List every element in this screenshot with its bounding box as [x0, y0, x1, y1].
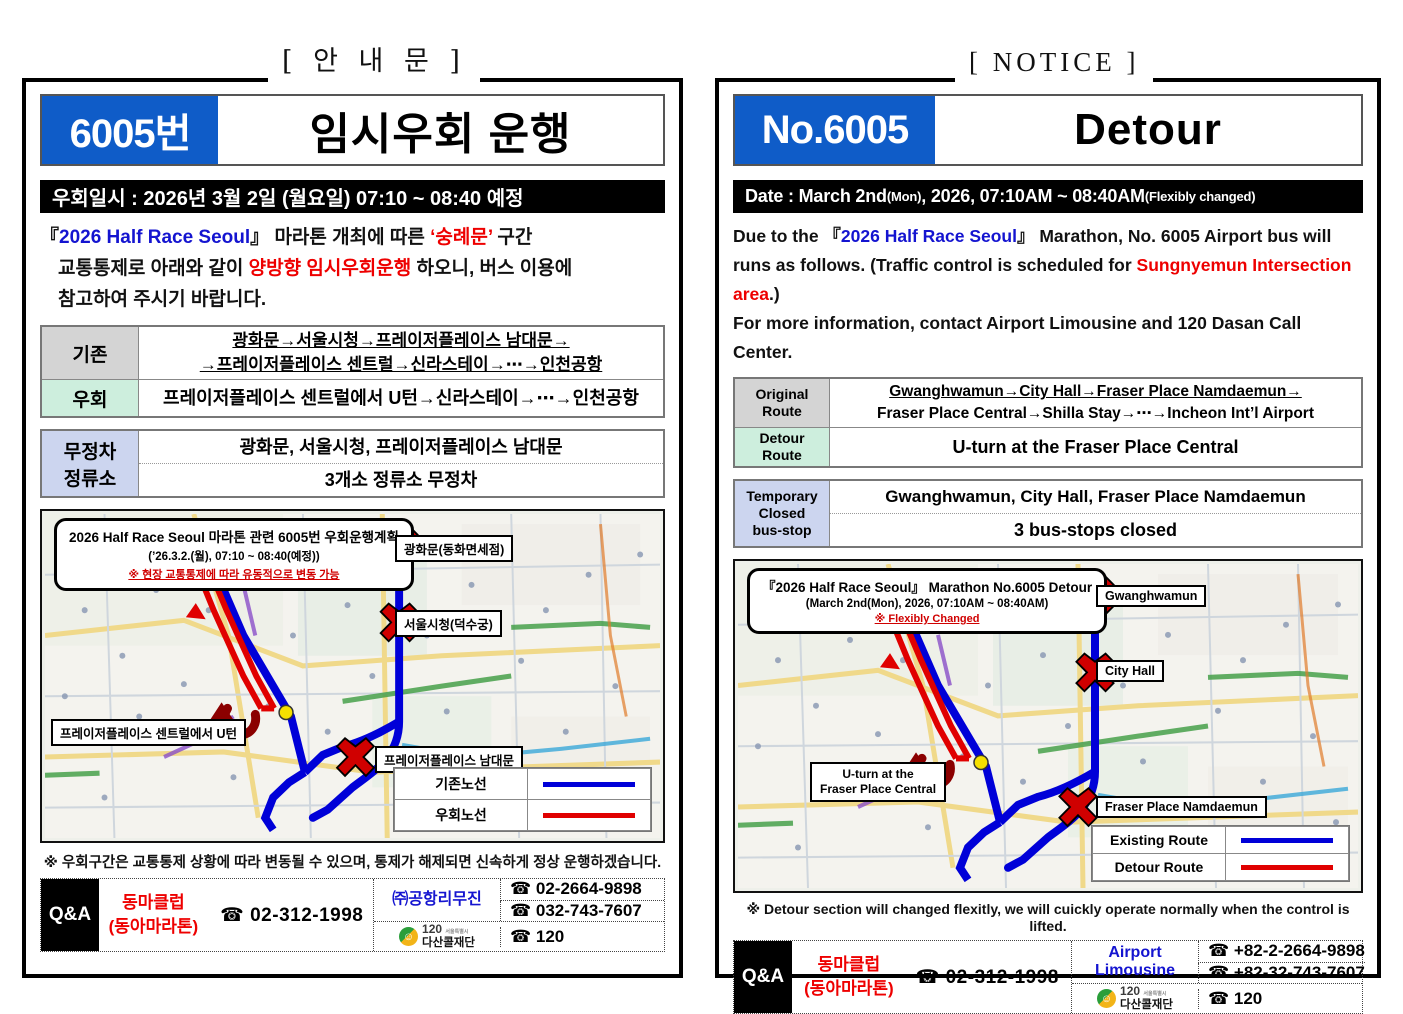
route-table-korean: 기존 광화문→서울시청→프레이저플레이스 남대문→ →프레이저플레이스 센트럴→… — [40, 325, 665, 418]
row-label-existing: 기존 — [40, 325, 139, 380]
table-row: Temporary Closed bus-stop Gwanghwamun, C… — [733, 479, 1363, 548]
dasan-logo: ☺ 120 서울특별시 다산콜재단 — [1072, 984, 1198, 1013]
row-value-original-route: Gwanghwamun→City Hall→Fraser Place Namda… — [829, 377, 1363, 428]
row-value-detour: 프레이저플레이스 센트럴에서 U턴→신라스테이→⋯→인천공항 — [138, 379, 665, 418]
notice-page: [ 안 내 문 ] 6005번 임시우회 운행 우회일시 : 2026년 3월 … — [22, 42, 1381, 1014]
club-name-english: 동마클럽 (동아마라톤) — [804, 955, 894, 998]
headline-bar-english: No.6005 Detour — [733, 94, 1363, 166]
row-value-detour-route: U-turn at the Fraser Place Central — [829, 427, 1363, 468]
agency-row-limousine: Airport Limousine ☎ +82-2-2664-9898 ☎ +8… — [1072, 941, 1365, 984]
route-map-english[interactable]: 『2026 Half Race Seoul』 Marathon No.6005 … — [733, 559, 1363, 893]
footnote-english: ※ Detour section will changed flexitly, … — [746, 901, 1350, 934]
headline-bar-korean: 6005번 임시우회 운행 — [40, 94, 665, 166]
agency-row-limousine: ㈜공항리무진 ☎ 02-2664-9898 ☎ 032-743-7607 — [374, 879, 664, 922]
club-contact-korean: 동마클럽 (동아마라톤) ☎ 02-312-1998 — [99, 879, 374, 951]
route-table-english: Original Route Gwanghwamun→City Hall→Fra… — [733, 377, 1363, 468]
limousine-brand-korean: ㈜공항리무진 — [392, 891, 482, 908]
limousine-phone-2: ☎ 032-743-7607 — [500, 900, 664, 921]
row-value-closed-stops: 광화문, 서울시청, 프레이저플레이스 남대문 3개소 정류소 무정차 — [138, 429, 665, 498]
map-callout-english: 『2026 Half Race Seoul』 Marathon No.6005 … — [747, 568, 1108, 634]
club-phone-english: ☎ 02-312-1998 — [915, 966, 1059, 988]
dasan-phone: ☎ 120 — [500, 926, 664, 947]
row-value-existing: 광화문→서울시청→프레이저플레이스 남대문→ →프레이저플레이스 센트럴→신라스… — [138, 325, 665, 380]
bus-number-badge-english: No.6005 — [735, 96, 935, 164]
map-legend-english: Existing Route Detour Route — [1091, 825, 1350, 882]
row-label-detour: 우회 — [40, 379, 139, 418]
panel-title-korean: [ 안 내 문 ] — [268, 42, 480, 82]
legend-label-detour: Detour Route — [1092, 853, 1226, 881]
map-label-cityhall: 서울시청(덕수궁) — [395, 610, 502, 637]
legend-swatch-existing — [527, 768, 651, 800]
row-label-detour-route: Detour Route — [733, 427, 830, 468]
map-legend-korean: 기존노선 우회노선 — [393, 767, 652, 832]
legend-swatch-detour — [1225, 853, 1349, 881]
agency-contacts-korean: ㈜공항리무진 ☎ 02-2664-9898 ☎ 032-743-7607 — [374, 879, 664, 951]
table-row: 기존 광화문→서울시청→프레이저플레이스 남대문→ →프레이저플레이스 센트럴→… — [40, 325, 665, 380]
map-label-gwanghwamun: 광화문(동화면세점) — [395, 535, 514, 562]
legend-row: 우회노선 — [394, 799, 651, 831]
limousine-phone-2: ☎ +82-32-743-7607 — [1198, 962, 1365, 983]
row-label-closed-stops: 무정차 정류소 — [40, 429, 139, 498]
qa-badge-english: Q&A — [734, 941, 792, 1013]
legend-label-detour: 우회노선 — [394, 799, 528, 831]
limousine-phone-1: ☎ +82-2-2664-9898 — [1198, 941, 1365, 962]
map-label-gwanghwamun: Gwanghwamun — [1096, 585, 1207, 607]
headline-title-korean: 임시우회 운행 — [309, 110, 572, 159]
legend-swatch-existing — [1225, 826, 1349, 854]
qa-badge-korean: Q&A — [41, 879, 99, 951]
closed-stops-table-english: Temporary Closed bus-stop Gwanghwamun, C… — [733, 479, 1363, 548]
footnote-korean: ※ 우회구간은 교통통제 상황에 따라 변동될 수 있으며, 통제가 해제되면 … — [43, 855, 662, 871]
headline-title-english: Detour — [1074, 105, 1222, 154]
date-bar-korean: 우회일시 : 2026년 3월 2일 (월요일) 07:10 ~ 08:40 예… — [40, 180, 665, 213]
legend-row: Detour Route — [1092, 853, 1349, 881]
map-label-namdaemun: Fraser Place Namdaemun — [1096, 796, 1267, 818]
legend-label-existing: 기존노선 — [394, 768, 528, 800]
contact-footer-korean: Q&A 동마클럽 (동아마라톤) ☎ 02-312-1998 ㈜공항리무진 ☎ … — [40, 878, 665, 952]
intro-paragraph-korean: 『2026 Half Race Seoul』 마라톤 개최에 따른 ‘숭례문’ … — [40, 227, 573, 310]
agency-contacts-english: Airport Limousine ☎ +82-2-2664-9898 ☎ +8… — [1072, 941, 1365, 1013]
club-contact-english: 동마클럽 (동아마라톤) ☎ 02-312-1998 — [792, 941, 1072, 1013]
map-canvas: 『2026 Half Race Seoul』 Marathon No.6005 … — [738, 564, 1358, 888]
agency-row-dasan: ☺ 120 서울특별시 다산콜재단 ☎ 120 — [1072, 984, 1362, 1013]
limousine-phone-1: ☎ 02-2664-9898 — [500, 879, 664, 900]
closed-stops-table-korean: 무정차 정류소 광화문, 서울시청, 프레이저플레이스 남대문 3개소 정류소 … — [40, 429, 665, 498]
map-label-uturn: U-turn at the Fraser Place Central — [810, 762, 947, 802]
club-name-korean: 동마클럽 (동아마라톤) — [108, 893, 199, 936]
dasan-logo: ☺ 120 서울특별시 다산콜재단 — [374, 922, 500, 951]
map-label-uturn: 프레이저플레이스 센트럴에서 U턴 — [51, 719, 246, 746]
contact-footer-english: Q&A 동마클럽 (동아마라톤) ☎ 02-312-1998 Airport L… — [733, 940, 1365, 1014]
legend-row: 기존노선 — [394, 768, 651, 800]
table-row: 무정차 정류소 광화문, 서울시청, 프레이저플레이스 남대문 3개소 정류소 … — [40, 429, 665, 498]
row-label-original-route: Original Route — [733, 377, 830, 428]
limousine-brand-english: Airport Limousine — [1094, 944, 1175, 979]
legend-row: Existing Route — [1092, 826, 1349, 854]
legend-label-existing: Existing Route — [1092, 826, 1226, 854]
map-label-cityhall: City Hall — [1096, 660, 1165, 682]
map-callout-korean: 2026 Half Race Seoul 마라톤 관련 6005번 우회운행계획… — [54, 518, 414, 591]
date-bar-english: Date : March 2nd (Mon), 2026, 07:10AM ~ 0… — [733, 180, 1363, 213]
notice-panel-korean: 6005번 임시우회 운행 우회일시 : 2026년 3월 2일 (월요일) 0… — [22, 78, 683, 978]
agency-row-dasan: ☺ 120 서울특별시 다산콜재단 ☎ 120 — [374, 922, 664, 951]
bus-number-badge-korean: 6005번 — [42, 96, 218, 164]
intro-paragraph-english: Due to the 『2026 Half Race Seoul』 Marath… — [733, 226, 1352, 362]
map-canvas: 2026 Half Race Seoul 마라톤 관련 6005번 우회운행계획… — [45, 514, 660, 838]
route-map-korean[interactable]: 2026 Half Race Seoul 마라톤 관련 6005번 우회운행계획… — [40, 509, 665, 843]
table-row: Original Route Gwanghwamun→City Hall→Fra… — [733, 377, 1363, 428]
table-row: 우회 프레이저플레이스 센트럴에서 U턴→신라스테이→⋯→인천공항 — [40, 379, 665, 418]
club-phone-korean: ☎ 02-312-1998 — [220, 904, 364, 926]
dasan-circle-icon: ☺ — [399, 927, 419, 946]
table-row: Detour Route U-turn at the Fraser Place … — [733, 427, 1363, 468]
panel-title-english: [ NOTICE ] — [955, 42, 1154, 82]
row-label-closed-stops-en: Temporary Closed bus-stop — [733, 479, 830, 548]
notice-panel-english: No.6005 Detour Date : March 2nd (Mon), 20… — [715, 78, 1381, 1014]
row-value-closed-stops-en: Gwanghwamun, City Hall, Fraser Place Nam… — [829, 479, 1363, 548]
legend-swatch-detour — [527, 799, 651, 831]
